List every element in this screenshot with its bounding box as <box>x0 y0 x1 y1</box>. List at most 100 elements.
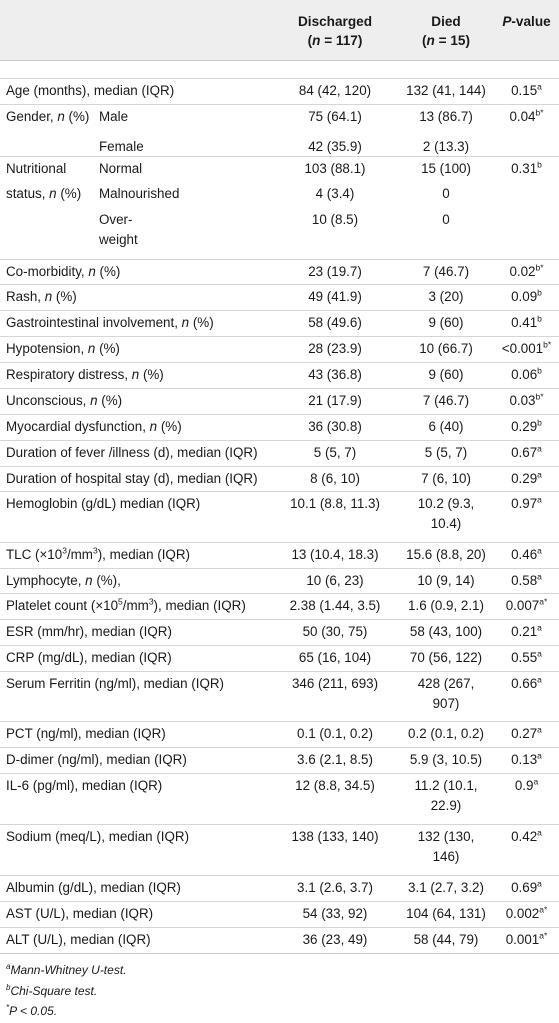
cell-discharged: 13 (10.4, 18.3) <box>291 547 379 562</box>
row-label: Duration of fever /illness (d), median (… <box>6 445 258 460</box>
cell-discharged: 50 (30, 75) <box>302 624 368 639</box>
row-sublabel: Normal <box>99 161 143 176</box>
row-label: Unconscious, n (%) <box>6 393 123 408</box>
cell-died: 3 (20) <box>428 289 464 304</box>
table-row: D-dimer (ng/ml), median (IQR) 3.6 (2.1, 8… <box>0 747 559 774</box>
cell-discharged: 43 (36.8) <box>308 367 362 382</box>
cell-died: 7 (46.7) <box>422 393 470 408</box>
cell-pvalue: 0.29b <box>511 417 542 434</box>
cell-pvalue: <0.001b* <box>501 339 552 356</box>
row-label: Serum Ferritin (ng/ml), median (IQR) <box>6 676 225 691</box>
row-sublabel: Male <box>99 109 129 124</box>
cell-pvalue: 0.46a <box>511 545 542 562</box>
cell-discharged: 10 (8.5) <box>311 212 359 227</box>
table-row: Duration of hospital stay (d), median (I… <box>0 466 559 492</box>
cell-discharged: 2.38 (1.44, 3.5) <box>289 598 381 613</box>
cell-died: 0 <box>442 186 450 201</box>
cell-pvalue: 0.69a <box>511 878 542 895</box>
table-row: Duration of fever /illness (d), median (… <box>0 440 559 467</box>
cell-pvalue: 0.09b <box>511 287 542 304</box>
cell-pvalue: 0.21a <box>511 622 542 639</box>
table-row: ESR (mm/hr), median (IQR) 50 (30, 75) 58 (… <box>0 619 559 646</box>
cell-pvalue: 0.15a <box>511 81 542 98</box>
cell-discharged: 5 (5, 7) <box>313 445 357 460</box>
row-label: Myocardial dysfunction, n (%) <box>6 419 182 434</box>
col-header-died-n: (n = 15) <box>422 33 470 48</box>
cell-discharged: 23 (19.7) <box>308 264 362 279</box>
table-row: Female 42 (35.9) 2 (13.3) <box>0 135 559 156</box>
cell-discharged: 36 (23, 49) <box>302 932 368 947</box>
cell-pvalue: 0.06b <box>511 365 542 382</box>
cell-discharged: 58 (49.6) <box>308 315 362 330</box>
row-sublabel: Female <box>99 139 144 154</box>
col-header-discharged: Discharged (n = 117) <box>272 12 398 50</box>
table-row: Rash, n (%) 49 (41.9) 3 (20) 0.09b <box>0 284 559 311</box>
cell-discharged: 36 (30.8) <box>308 419 362 434</box>
cell-died: 58 (44, 79) <box>413 932 479 947</box>
table-row: CRP (mg/dL), median (IQR) 65 (16, 104) 70 … <box>0 645 559 672</box>
cell-died: 7 (6, 10) <box>421 471 471 486</box>
table-row: Sodium (meq/L), median (IQR) 138 (133, 14… <box>0 824 559 876</box>
row-sublabel: Malnourished <box>99 186 180 201</box>
row-label: AST (U/L), median (IQR) <box>6 906 154 921</box>
cell-pvalue: 0.55a <box>511 648 542 665</box>
cell-discharged: 3.6 (2.1, 8.5) <box>297 752 373 767</box>
cell-pvalue: 0.31b <box>511 159 542 176</box>
row-label: D-dimer (ng/ml), median (IQR) <box>6 752 187 767</box>
cell-pvalue: 0.03b* <box>509 391 544 408</box>
table-row: Myocardial dysfunction, n (%) 36 (30.8) 6 … <box>0 414 559 441</box>
table-row: Serum Ferritin (ng/ml), median (IQR) 346 … <box>0 671 559 722</box>
cell-pvalue: 0.97a <box>511 494 542 511</box>
row-label: CRP (mg/dL), median (IQR) <box>6 650 172 665</box>
cell-discharged: 54 (33, 92) <box>302 906 368 921</box>
cell-died: 132 (41, 144) <box>406 83 486 98</box>
cell-discharged: 4 (3.4) <box>315 186 355 201</box>
table-row: TLC (×103/mm3), median (IQR) 13 (10.4, 18… <box>0 542 559 569</box>
table-row: IL-6 (pg/ml), median (IQR) 12 (8.8, 34.5)… <box>0 773 559 825</box>
table-row: Lymphocyte, n (%), 10 (6, 23) 10 (9, 14) 0.… <box>0 568 559 594</box>
row-label: Nutritional <box>6 161 67 176</box>
row-label: Age (months), median (IQR) <box>6 83 175 98</box>
cell-discharged: 49 (41.9) <box>308 289 362 304</box>
cell-discharged: 3.1 (2.6, 3.7) <box>297 880 373 895</box>
cell-discharged: 75 (64.1) <box>308 109 362 124</box>
cell-died: 15.6 (8.8, 20) <box>406 547 486 562</box>
table-row: Gender, n (%) Male 75 (64.1) 13 (86.7) 0.04b… <box>0 104 559 136</box>
table-row: Gastrointestinal involvement, n (%) 58 (4… <box>0 310 559 337</box>
cell-pvalue: 0.67a <box>511 443 542 460</box>
table-row: Over-weight 10 (8.5) 0 <box>0 208 559 259</box>
cell-died: 11.2 (10.1, 22.9) <box>414 778 478 813</box>
pvalue-header-text: P-value <box>502 14 551 29</box>
cell-discharged: 8 (6, 10) <box>310 471 360 486</box>
cell-died: 0 <box>442 212 450 227</box>
row-label: Hemoglobin (g/dL) median (IQR) <box>6 496 201 511</box>
cell-discharged: 21 (17.9) <box>308 393 362 408</box>
cell-pvalue: 0.29a <box>511 469 542 486</box>
cell-pvalue: 0.9a <box>514 776 539 793</box>
table-row: status, n (%) Malnourished 4 (3.4) 0 <box>0 182 559 208</box>
row-label: Sodium (meq/L), median (IQR) <box>6 829 190 844</box>
table-row: ALT (U/L), median (IQR) 36 (23, 49) 58 (44… <box>0 927 559 954</box>
cell-pvalue: 0.04b* <box>509 107 544 124</box>
cell-died: 9 (60) <box>428 315 464 330</box>
row-label: Duration of hospital stay (d), median (I… <box>6 471 258 486</box>
row-label: status, n (%) <box>6 186 82 201</box>
row-sublabel: Over-weight <box>99 212 138 247</box>
col-header-died: Died (n = 15) <box>398 12 494 50</box>
col-header-discharged-n: (n = 117) <box>307 33 363 48</box>
cell-died: 1.6 (0.9, 2.1) <box>408 598 484 613</box>
cell-pvalue: 0.002a* <box>505 904 548 921</box>
col-header-pvalue: P-value <box>494 12 559 31</box>
row-label: Gender, n (%) <box>6 109 90 124</box>
cell-discharged: 28 (23.9) <box>308 341 362 356</box>
footnote: aMann-Whitney U-test. <box>6 962 127 978</box>
row-label: Lymphocyte, n (%), <box>6 573 121 588</box>
cell-died: 104 (64, 131) <box>406 906 486 921</box>
cell-discharged: 42 (35.9) <box>308 139 362 154</box>
row-label: TLC (×103/mm3), median (IQR) <box>6 545 190 562</box>
cell-discharged: 65 (16, 104) <box>298 650 372 665</box>
cell-pvalue: 0.02b* <box>509 262 544 279</box>
cell-discharged: 12 (8.8, 34.5) <box>295 778 375 793</box>
cell-pvalue: 0.66a <box>511 674 542 691</box>
cell-died: 5.9 (3, 10.5) <box>409 752 483 767</box>
